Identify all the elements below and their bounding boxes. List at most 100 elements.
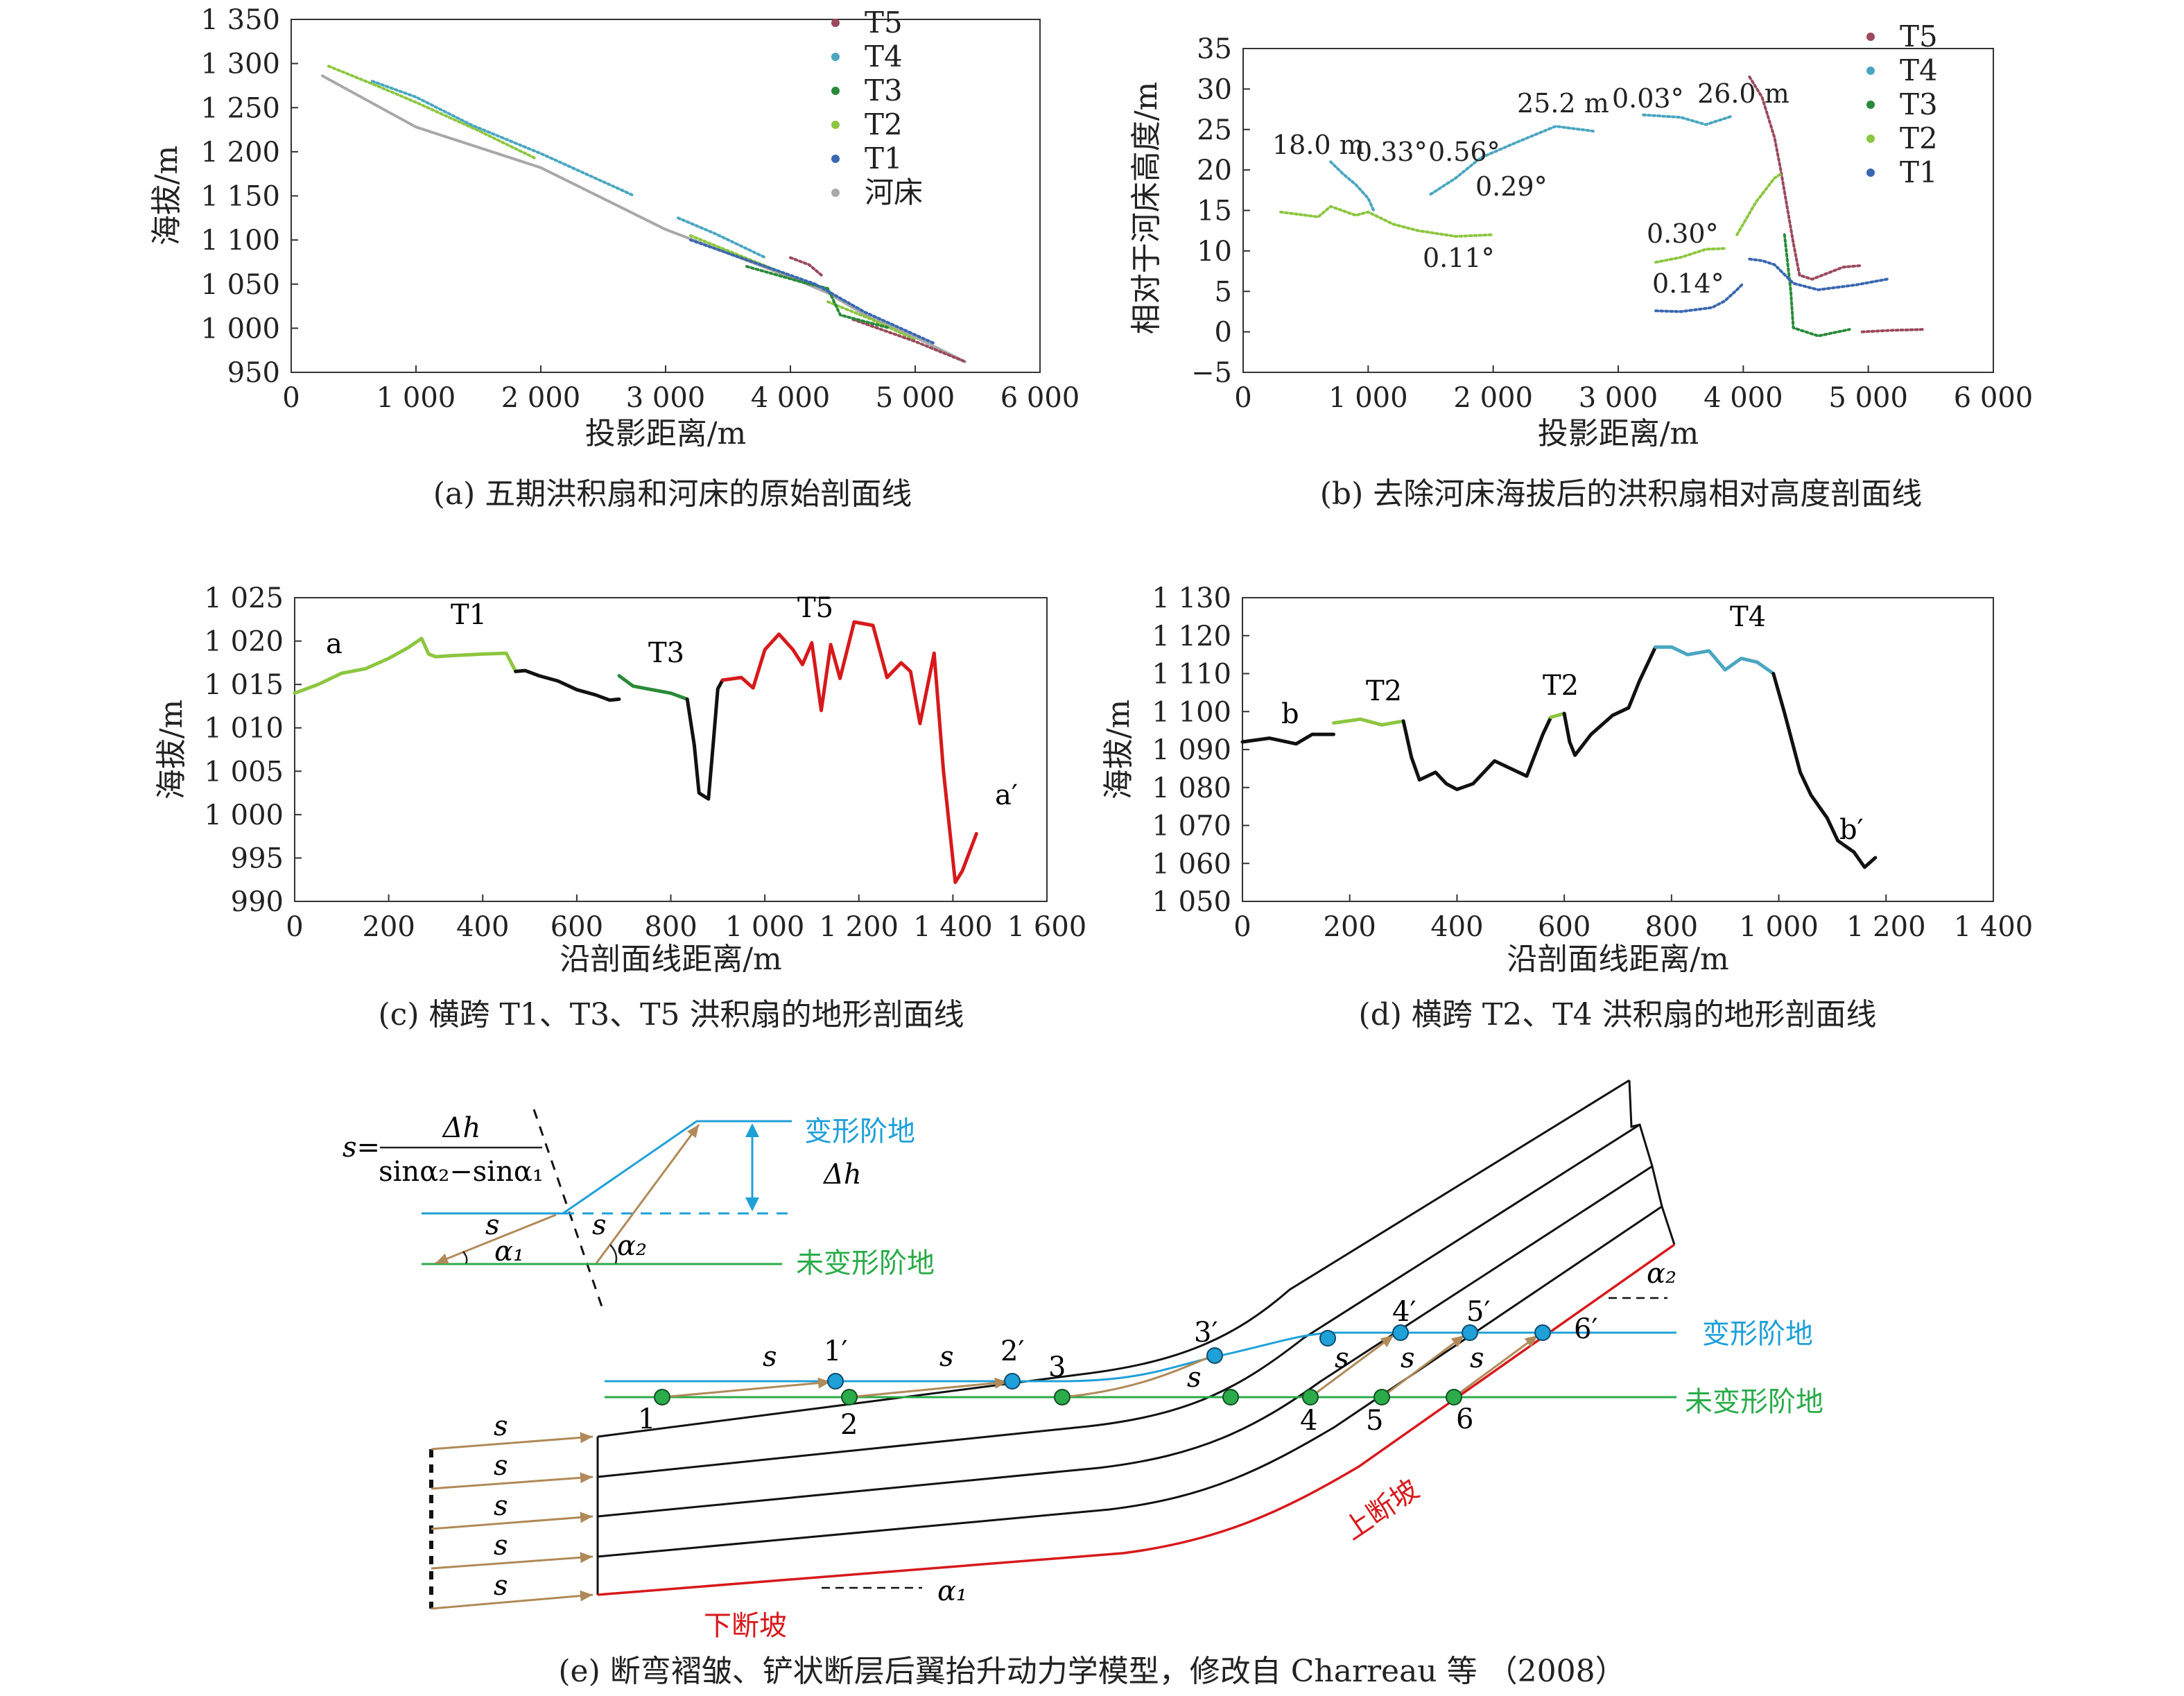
y-tick-label: 1 060 [1152,848,1231,880]
green-point [841,1389,858,1405]
y-tick-label: 1 025 [204,582,284,614]
legend-label: T1 [1900,155,1938,189]
green-point-label: 2 [840,1409,858,1441]
slip-vector-left-2 [431,1476,593,1490]
slip-vector-6 [1453,1334,1539,1399]
legend-label: T2 [865,107,903,141]
series-line-T5 [789,256,823,277]
chart-annotation: T4 [1730,601,1766,633]
formula-denominator: sinα₂−sinα₁ [379,1156,544,1188]
legend-label: T5 [1900,19,1938,53]
slip-vector-inset-1-head [435,1253,449,1264]
series-line-T2 [826,300,917,341]
chart-annotation: a′ [995,779,1018,811]
series-line-black [514,668,621,702]
series-line-T1 [689,239,935,345]
legend-marker [831,19,840,27]
y-tick-label: 1 020 [204,626,284,658]
s-label-main: s [1335,1342,1349,1374]
legend-label: T5 [865,6,903,40]
series-line-T1 [1654,282,1745,313]
rock-layer [597,1123,1640,1478]
legend-label: T2 [1900,121,1938,155]
legend-marker [831,87,840,95]
series-line-T2 [1549,711,1566,719]
alpha2-arc [609,1244,618,1264]
formula-numerator: Δh [442,1112,481,1144]
blue-point-label: 6′ [1574,1313,1598,1345]
blue-point-label: 4′ [1392,1296,1416,1328]
slip-path-3 [1061,1356,1211,1399]
green-point [1222,1389,1239,1405]
green-point-label: 4 [1300,1405,1317,1437]
green-point [1373,1389,1390,1405]
deformed-terrace-label-inset: 变形阶地 [804,1116,915,1148]
y-tick-label: 1 300 [200,49,280,80]
x-tick-label: 1 400 [913,911,993,943]
series-line-T2 [1654,247,1726,264]
chart-d: 0 200 400 600 800 1 000 1 200 1 400 1 050 1 060 1 … [1101,582,2033,1032]
legend-label: T3 [865,73,903,107]
slip-vector-5-head [1450,1335,1464,1348]
s-label-left: s [494,1410,508,1442]
green-point-label: 1 [638,1403,655,1435]
legend-marker [1866,135,1875,143]
series-line-T1 [1748,257,1889,291]
legend-marker [831,53,840,61]
slip-vector-left-5 [431,1593,593,1610]
slip-vector-left-1-head [580,1432,593,1444]
panel-caption: (b) 去除河床海拔后的洪积扇相对高度剖面线 [1320,476,1922,512]
lower-ramp-label: 下断坡 [704,1610,787,1642]
y-tick-label: 1 080 [1152,772,1231,804]
chart-annotation: b [1281,698,1299,730]
y-tick-label: 1 130 [1152,582,1231,614]
series-line-T2 [1279,205,1495,238]
series-line-T4 [1642,113,1733,126]
panel-caption: (a) 五期洪积扇和河床的原始剖面线 [433,476,912,512]
slip-vector-6-head [1524,1335,1538,1348]
deformed-terrace-label-main: 变形阶地 [1702,1318,1813,1350]
x-tick-label: 3 000 [626,382,706,414]
y-tick-label: 1 000 [204,799,284,831]
y-tick-label: 10 [1197,236,1232,268]
x-tick-label: 800 [644,911,697,943]
chart-annotation: 0.14° [1652,268,1724,299]
green-point-label: 5 [1366,1405,1383,1437]
green-point [1302,1389,1319,1405]
slip-vector-left-4 [431,1555,593,1570]
series-line-T2 [1735,173,1783,236]
series-line-T2 [293,637,518,695]
chart-annotation: 25.2 m [1517,88,1609,119]
formula-lhs: s= [343,1132,380,1163]
rock-layer [597,1165,1653,1518]
slip-vector-left-4-head [580,1552,593,1564]
blue-point [1534,1324,1551,1341]
chart-annotation: 0.11° [1423,243,1495,273]
y-tick-label: 1 120 [1152,621,1231,652]
y-tick-label: 1 050 [1152,886,1231,918]
s-label-left: s [494,1570,508,1602]
slip-vector-4 [1310,1334,1394,1399]
diagram-e: s=Δhsinα₂−sinα₁变形阶地Δh未变形阶地sα₁sα₂下断坡上断坡α₁… [343,1079,1823,1689]
chart-annotation: a [326,628,343,660]
plot-frame [291,19,1041,373]
s-label-main: s [1187,1362,1202,1394]
slip-vector-1-head [817,1377,831,1389]
s-label-inset-2: s [592,1209,607,1241]
x-tick-label: 400 [1430,911,1483,943]
y-tick-label: 1 000 [200,313,280,345]
y-tick-label: 30 [1197,73,1232,105]
series-line-T3 [745,265,892,330]
slip-vector-inset-2 [595,1124,700,1264]
y-tick-label: 1 350 [200,4,280,36]
chart-annotation: b′ [1839,814,1864,846]
slip-vector-left-5-head [580,1590,593,1602]
chart-annotation: T2 [1543,670,1579,702]
series-line-black [1771,672,1878,869]
chart-annotation: 0.56° [1428,137,1500,167]
y-tick-label: 15 [1197,196,1232,227]
s-label-left: s [494,1530,508,1561]
blue-point [1319,1330,1336,1347]
s-label-main: s [763,1341,777,1373]
